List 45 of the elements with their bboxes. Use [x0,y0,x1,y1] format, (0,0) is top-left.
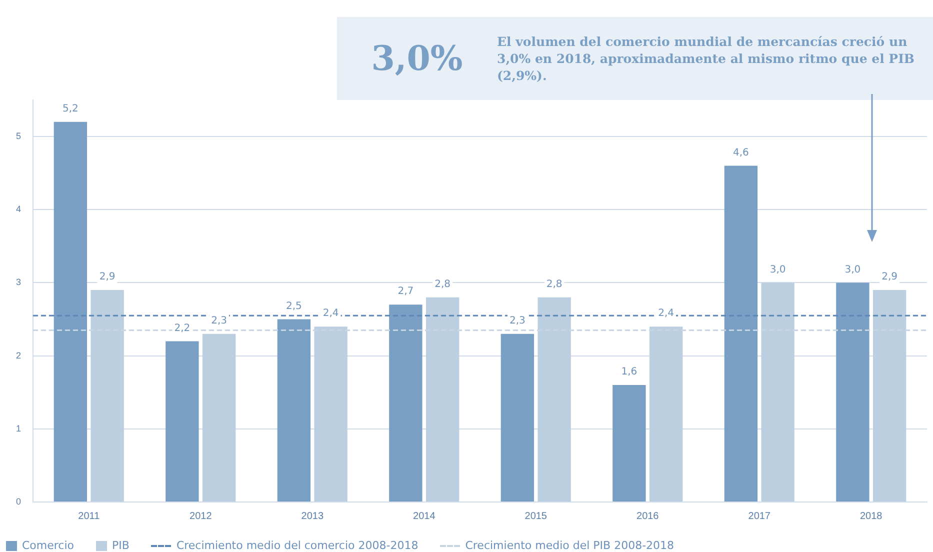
data-label: 2,4 [322,308,339,320]
text: El volumen del comercio mundial de mercancías creció un 3,0% en 2018, aproximadamente al mismo ritmo que el PIB (2,9%). [497,33,916,84]
bar [166,341,199,502]
data-label: 4,6 [732,147,749,158]
data-label: 2,3 [509,315,526,326]
data-label: 3,0 [770,264,786,276]
x-tick-label: 2011 [78,510,100,522]
legend-label: Crecimiento medio del PIB 2008-2018 [464,539,674,552]
bar [389,304,422,502]
data-label: 2,9 [882,272,898,283]
bar [836,282,870,502]
x-tick-label: 2017 [748,510,771,522]
data-label: 2,8 [434,278,451,290]
x-tick-label: 2013 [301,510,324,522]
x-tick-label: 2014 [413,510,436,522]
x-tick-label: 2012 [190,510,212,522]
bar [500,334,534,502]
legend-label: Crecimiento medio del comercio 2008-2018 [175,539,418,552]
data-label: 2,4 [658,308,674,320]
data-label: 2,3 [211,315,228,326]
bar [54,122,88,502]
legend-label: PIB [111,539,130,552]
bar [277,319,311,502]
data-label: 2,5 [286,300,302,312]
y-tick-label: 0 [16,496,22,506]
data-label: 2,8 [546,278,562,290]
y-tick-label: 4 [16,204,22,214]
data-label: 2,7 [398,286,414,298]
data-label: 1,6 [621,366,638,378]
data-label: 5,2 [62,104,78,115]
x-tick-label: 2018 [860,510,883,522]
bar [202,334,236,502]
data-label: 2,2 [174,322,190,334]
y-tick-label: 1 [16,423,22,434]
data-label: 3,0 [844,264,861,276]
bar [724,166,758,502]
data-label: 2,9 [99,272,116,283]
y-tick-label: 5 [16,131,22,142]
text: 3,0% [370,38,464,78]
y-tick-label: 2 [16,350,22,360]
y-tick-label: 3 [16,277,22,288]
bar [612,385,646,502]
legend-label: Comercio [21,539,74,552]
x-tick-label: 2015 [524,510,548,522]
x-tick-label: 2016 [636,510,660,522]
